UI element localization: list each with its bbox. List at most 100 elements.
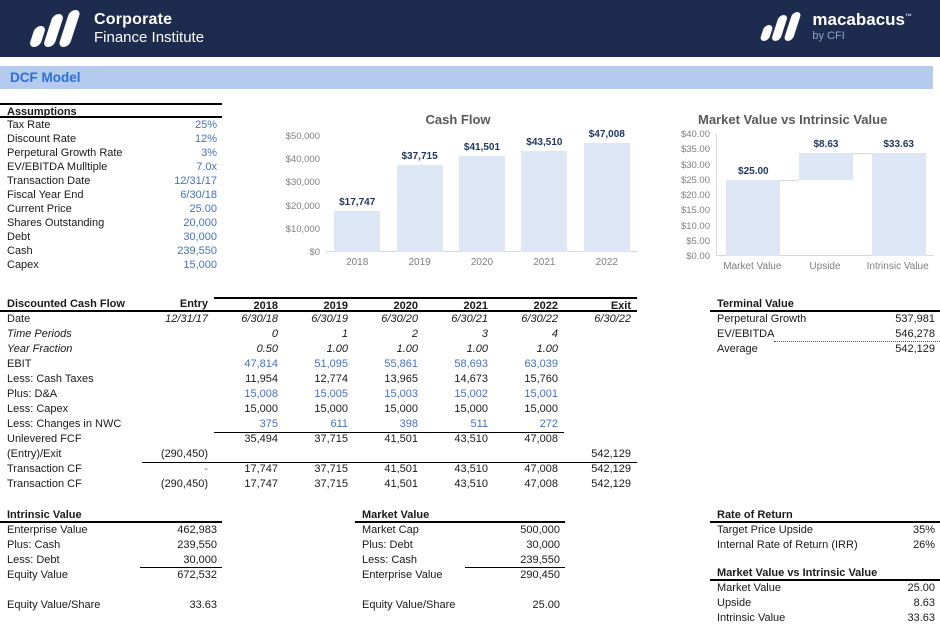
data-label: $17,747 (339, 196, 376, 208)
debt-input[interactable]: 30,000 (183, 231, 217, 243)
chart-bar (871, 153, 926, 256)
assumption-row: EV/EBITDA Mulltiple 7.0x (0, 160, 222, 174)
return-row: Target Price Upside 35% (717, 524, 935, 536)
dcf-row-nwc: Less: Changes in NWC 375 611 398 511 272 (0, 417, 637, 433)
data-label: $43,510 (526, 137, 563, 149)
intrinsic-share-row: Equity Value/Share 33.63 (7, 599, 217, 611)
x-axis-label: Market Value (723, 261, 782, 272)
transaction-date-input[interactable]: 12/31/17 (174, 175, 217, 187)
cash-flow-y-axis: $0 $10,000 $20,000 $30,000 $40,000 $50,000 (270, 131, 320, 258)
macabacus-brand-name: macabacus™ by CFI (812, 10, 912, 42)
waterfall-plot-area: $25.00 $8.63 $33.63 (716, 134, 934, 256)
mv-vs-iv-row: Upside 8.63 (717, 597, 935, 609)
market-vs-intrinsic-chart: Market Value vs Intrinsic Value $0.00 $5.… (666, 106, 940, 278)
chart-bar (583, 142, 630, 252)
mv-vs-iv-row: Intrinsic Value 33.63 (717, 612, 935, 624)
mv-vs-iv-section: Market Value vs Intrinsic Value Market V… (710, 566, 940, 626)
dcf-row-da: Plus: D&A 15,008 15,005 15,003 15,002 15,001 (7, 388, 558, 400)
cash-flow-chart: Cash Flow $0 $10,000 $20,000 $30,000 $40,000… (270, 106, 646, 278)
x-axis-label: 2018 (346, 257, 369, 268)
assumption-row: Transaction Date 12/31/17 (0, 174, 222, 188)
terminal-value-section: Terminal Value Perpetural Growth 537,981 … (710, 297, 940, 357)
y-axis-tick: $20,000 (285, 200, 320, 212)
dcf-row-capex: Less: Capex 15,000 15,000 15,000 15,000 15,0… (7, 403, 558, 415)
intrinsic-row: Less: Debt 30,000 (0, 553, 222, 568)
shares-outstanding-input[interactable]: 20,000 (183, 217, 217, 229)
x-axis-label: 2021 (533, 257, 556, 268)
y-axis-tick: $40.00 (680, 129, 710, 140)
x-axis-label: 2019 (408, 257, 431, 268)
current-price-input[interactable]: 25.00 (189, 203, 217, 215)
y-axis-tick: $50,000 (285, 131, 320, 142)
y-axis-tick: $25.00 (680, 174, 710, 186)
cfi-logo-icon (28, 10, 84, 47)
market-row: Less: Cash 239,550 (355, 553, 565, 568)
assumptions-section: Assumptions Tax Rate 25% Discount Rate 12%… (0, 103, 222, 272)
market-row: Plus: Debt 30,000 (362, 539, 560, 551)
data-label: $8.63 (813, 139, 839, 151)
dcf-row-year-fraction: Year Fraction 0.50 1.00 1.00 1.00 1.00 (7, 343, 558, 355)
x-axis-label: Upside (809, 261, 841, 272)
data-label: $33.63 (883, 139, 914, 151)
dcf-row-ebit: EBIT 47,814 51,095 55,861 58,693 63,039 (7, 358, 558, 370)
y-axis-tick: $40,000 (285, 154, 320, 166)
chart-bar (726, 179, 781, 256)
app-header: Corporate Finance Institute macabacus™ b… (0, 0, 940, 57)
market-row: Enterprise Value 290,450 (362, 569, 560, 581)
y-axis-tick: $10,000 (285, 223, 320, 235)
fiscal-year-end-input[interactable]: 6/30/18 (180, 189, 217, 201)
assumption-row: Perpetural Growth Rate 3% (0, 146, 222, 160)
assumption-row: Cash 239,550 (0, 244, 222, 258)
assumption-row: Fiscal Year End 6/30/18 (0, 188, 222, 202)
mv-vs-iv-title: Market Value vs Intrinsic Value (710, 566, 940, 581)
waterfall-y-axis: $0.00 $5.00 $10.00 $15.00 $20.00 $25.00 $30.00… (666, 129, 710, 262)
waterfall-connector (780, 179, 799, 181)
dcf-header-row: Discounted Cash Flow Entry 2018 2019 202… (0, 297, 637, 312)
dcf-row-transaction-cf: Transaction CF -17,747 37,715 41,501 43,510… (7, 463, 631, 475)
y-axis-tick: $0 (309, 247, 320, 258)
capex-input[interactable]: 15,000 (183, 259, 217, 271)
assumption-row: Tax Rate 25% (0, 118, 222, 132)
dcf-row-entry-exit: (Entry)/Exit (290,450) 542,129 (0, 447, 637, 463)
data-label: $47,008 (588, 128, 625, 140)
y-axis-tick: $35.00 (680, 144, 710, 156)
tax-rate-input[interactable]: 25% (194, 119, 217, 131)
data-label: $25.00 (738, 165, 769, 177)
rate-of-return-title: Rate of Return (710, 508, 940, 523)
ev-ebitda-input[interactable]: 7.0x (196, 161, 217, 173)
dcf-row-cash-taxes: Less: Cash Taxes 11,954 12,774 13,965 14,67… (7, 373, 558, 385)
terminal-row: EV/EBITDA 546,278 (710, 327, 940, 342)
chart-bar (521, 151, 568, 252)
market-vs-intrinsic-chart-title: Market Value vs Intrinsic Value (698, 112, 888, 127)
macabacus-logo-icon (759, 12, 803, 41)
data-label: $41,501 (463, 141, 501, 153)
cfi-brand: Corporate Finance Institute (28, 10, 204, 47)
intrinsic-row: Equity Value 672,532 (7, 569, 217, 581)
assumption-row: Shares Outstanding 20,000 (0, 216, 222, 230)
discount-rate-input[interactable]: 12% (194, 133, 217, 145)
y-axis-tick: $30,000 (285, 177, 320, 189)
cash-flow-x-axis: 2018 2019 2020 2021 2022 (326, 257, 638, 271)
terminal-row: Average 542,129 (717, 343, 935, 355)
assumption-row: Current Price 25.00 (0, 202, 222, 216)
waterfall-connector (853, 153, 872, 155)
cash-input[interactable]: 239,550 (177, 245, 217, 257)
market-share-row: Equity Value/Share 25.00 (362, 599, 560, 611)
intrinsic-value-section: Intrinsic Value Enterprise Value 462,983 … (0, 508, 222, 613)
chart-bar (459, 155, 505, 252)
x-axis-label: 2020 (470, 257, 494, 268)
intrinsic-value-title: Intrinsic Value (0, 508, 222, 523)
dcf-table: Discounted Cash Flow Entry 2018 2019 202… (0, 297, 637, 492)
y-axis-tick: $5.00 (686, 235, 710, 247)
y-axis-tick: $15.00 (680, 205, 710, 217)
chart-bar (396, 164, 443, 252)
cash-flow-chart-title: Cash Flow (425, 112, 491, 127)
terminal-row: Perpetural Growth 537,981 (717, 313, 935, 325)
growth-rate-input[interactable]: 3% (201, 147, 217, 159)
assumption-row: Capex 15,000 (0, 258, 222, 272)
x-axis-label: Intrinsic Value (866, 261, 929, 272)
page-title: DCF Model (0, 66, 933, 89)
intrinsic-row: Enterprise Value 462,983 (7, 524, 217, 536)
